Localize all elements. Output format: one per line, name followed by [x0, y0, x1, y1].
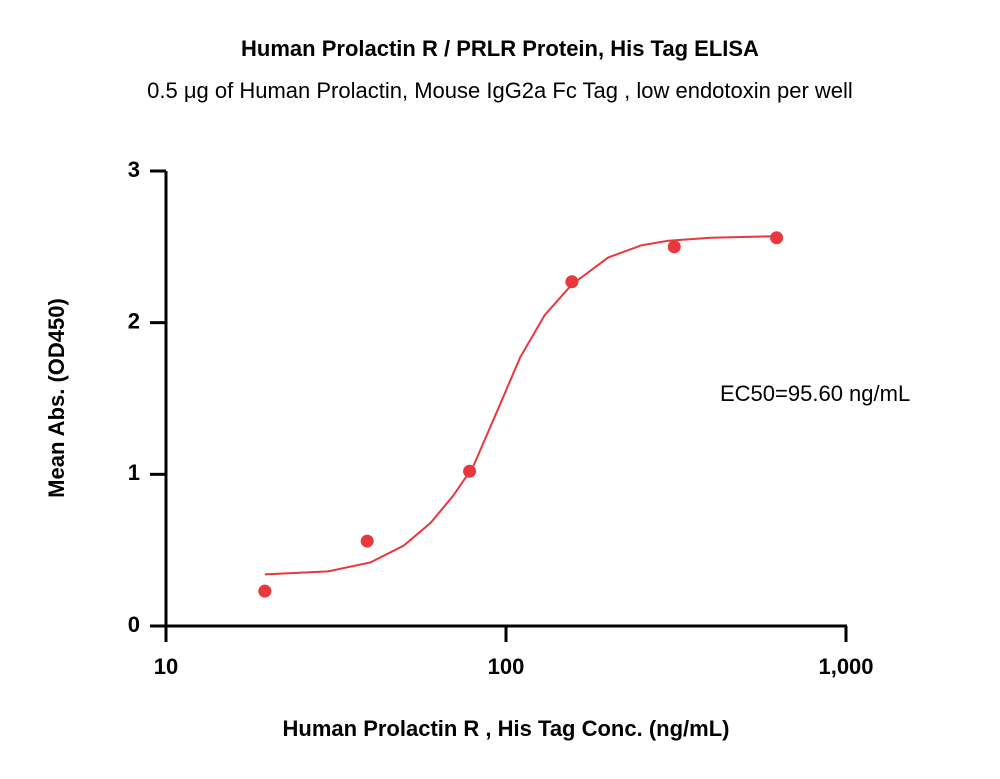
y-tick-label: 1 [128, 460, 140, 485]
annotation: EC50=95.60 ng/mL [720, 381, 910, 406]
data-point [565, 275, 579, 289]
x-tick-label: 100 [488, 654, 525, 679]
data-point [667, 240, 681, 254]
y-tick-label: 0 [128, 612, 140, 637]
data-point [258, 584, 272, 598]
x-axis-label: Human Prolactin R , His Tag Conc. (ng/mL… [283, 716, 730, 741]
chart-title: Human Prolactin R / PRLR Protein, His Ta… [241, 36, 759, 61]
y-tick-label: 3 [128, 157, 140, 182]
y-axis-label: Mean Abs. (OD450) [44, 298, 69, 498]
x-tick-label: 10 [154, 654, 178, 679]
data-point [360, 534, 374, 548]
x-tick-label: 1,000 [818, 654, 873, 679]
data-point [770, 231, 784, 245]
y-tick-label: 2 [128, 308, 140, 333]
chart-subtitle: 0.5 μg of Human Prolactin, Mouse IgG2a F… [147, 78, 853, 103]
fit-curve [264, 235, 777, 576]
